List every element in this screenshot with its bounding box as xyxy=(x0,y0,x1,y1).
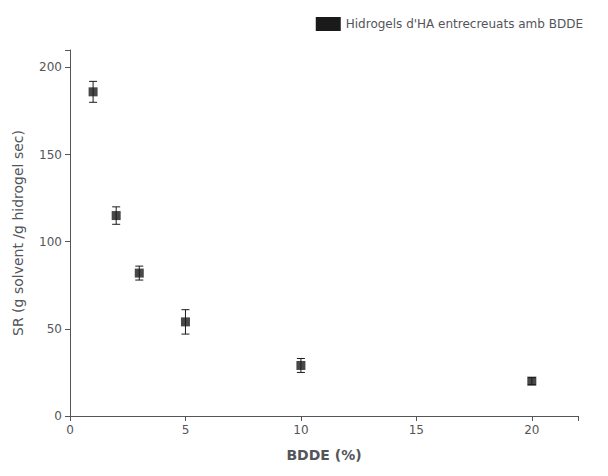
svg-text:100: 100 xyxy=(39,235,62,249)
svg-text:5: 5 xyxy=(182,423,190,437)
svg-text:15: 15 xyxy=(409,423,424,437)
svg-text:SR (g solvent /g hidrogel sec): SR (g solvent /g hidrogel sec) xyxy=(10,130,26,336)
svg-text:Hidrogels d'HA entrecreuats am: Hidrogels d'HA entrecreuats amb BDDE xyxy=(346,17,583,31)
svg-text:10: 10 xyxy=(293,423,308,437)
svg-text:200: 200 xyxy=(39,60,62,74)
svg-text:0: 0 xyxy=(66,423,74,437)
svg-text:0: 0 xyxy=(54,409,62,423)
svg-text:BDDE (%): BDDE (%) xyxy=(286,447,361,463)
svg-text:50: 50 xyxy=(47,322,62,336)
svg-text:20: 20 xyxy=(524,423,539,437)
svg-text:150: 150 xyxy=(39,148,62,162)
